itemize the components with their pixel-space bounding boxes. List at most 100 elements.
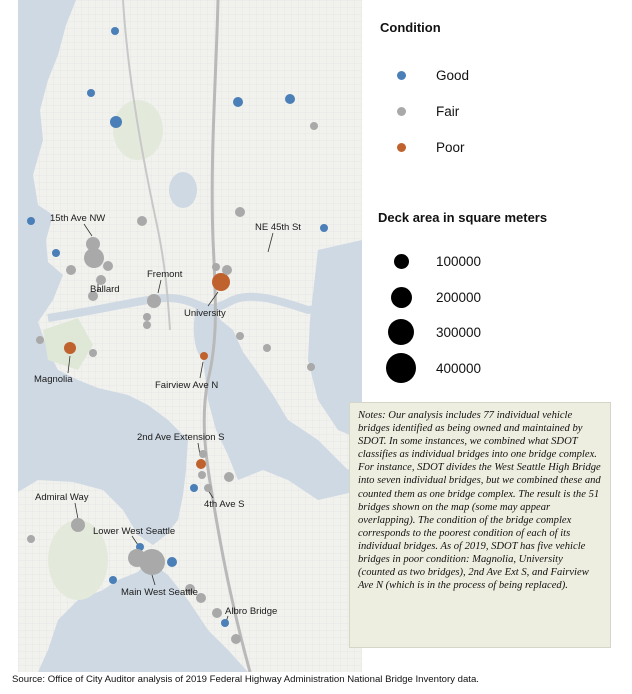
bridge-marker: [109, 576, 117, 584]
bridge-marker: [27, 217, 35, 225]
label-leader-line: [151, 574, 156, 586]
label-leader-line: [207, 291, 219, 307]
legend-label-fair: Fair: [436, 103, 460, 119]
bridge-marker: [307, 363, 315, 371]
aurora-highway: [122, 0, 171, 331]
bridge-marker: [89, 349, 97, 357]
legend-label-good: Good: [436, 67, 470, 83]
legend-size-200000: 200000: [384, 286, 481, 308]
bridge-marker: [86, 237, 100, 251]
bridge-marker: [64, 342, 76, 354]
map-label-ballard: Ballard: [90, 284, 120, 295]
bridge-marker: [212, 608, 222, 618]
label-leader-line: [83, 223, 93, 237]
label-leader-line: [199, 361, 204, 379]
bridge-marker: [84, 248, 104, 268]
good-marker: [396, 70, 406, 80]
size-marker-100000: [393, 253, 409, 269]
size-marker-300000: [388, 319, 414, 345]
bridge-marker: [224, 472, 234, 482]
bridge-marker: [111, 27, 119, 35]
bridge-marker: [212, 273, 230, 291]
bridge-marker: [185, 584, 195, 594]
bridge-marker: [137, 216, 147, 226]
bridge-marker: [196, 459, 206, 469]
size-marker-400000: [386, 353, 416, 383]
map-label-magnolia: Magnolia: [34, 374, 73, 385]
bridge-marker: [139, 549, 165, 575]
green-lake: [169, 172, 197, 208]
map-label-ne-45th-st: NE 45th St: [255, 222, 301, 233]
map-label-main-west-seattle: Main West Seattle: [121, 587, 198, 598]
legend-size-label: 400000: [436, 360, 482, 376]
bridge-marker: [200, 352, 208, 360]
map-label-university: University: [184, 308, 226, 319]
bridge-marker: [143, 321, 151, 329]
map-label-fairview-ave-n: Fairview Ave N: [155, 380, 218, 391]
bridge-marker: [285, 94, 295, 104]
bridge-marker: [198, 471, 206, 479]
legend-size-300000: 300000: [384, 319, 482, 345]
map-label-4th-ave-s: 4th Ave S: [204, 499, 245, 510]
legend-size-label: 200000: [436, 289, 482, 305]
i5-highway: [202, 0, 252, 672]
seattle-bridge-map: 15th Ave NW NE 45th St Ballard Fremont U…: [18, 0, 362, 672]
bridge-marker: [103, 261, 113, 271]
land-north: [18, 0, 362, 672]
label-leader-line: [131, 535, 139, 546]
label-leader-line: [67, 355, 71, 374]
bridge-marker: [310, 122, 318, 130]
source-note: Source: Office of City Auditor analysis …: [12, 674, 479, 685]
map-label-15th-ave-nw: 15th Ave NW: [50, 213, 105, 224]
lake-washington: [308, 240, 362, 440]
legend-size-title: Deck area in square meters: [378, 210, 548, 225]
bridge-marker: [222, 265, 232, 275]
notes-box: Notes: Our analysis includes 77 individu…: [349, 402, 611, 648]
label-leader-line: [157, 279, 162, 294]
bridge-marker: [110, 116, 122, 128]
bridge-marker: [231, 634, 241, 644]
legend-label-poor: Poor: [436, 139, 465, 155]
bridge-bubbles: [27, 27, 328, 644]
bridge-marker: [320, 224, 328, 232]
label-leader-line: [267, 232, 274, 253]
bridge-marker: [52, 249, 60, 257]
elliott-bay: [18, 400, 178, 520]
size-marker-200000: [390, 286, 412, 308]
bridge-marker: [263, 344, 271, 352]
bridge-marker: [235, 207, 245, 217]
map-label-fremont: Fremont: [147, 269, 183, 280]
park-area: [48, 520, 108, 600]
legend-size-100000: 100000: [384, 250, 481, 272]
legend: Condition Good Fair Poor Deck area in sq…: [364, 0, 632, 400]
map-label-admiral-way: Admiral Way: [35, 492, 89, 503]
bridge-marker: [36, 336, 44, 344]
legend-size-400000: 400000: [384, 353, 482, 383]
bridge-marker: [167, 557, 177, 567]
bridge-marker: [190, 484, 198, 492]
bridge-marker: [233, 97, 243, 107]
bridge-marker: [88, 291, 98, 301]
bridge-marker: [71, 518, 85, 532]
bridge-marker: [66, 265, 76, 275]
map-label-2nd-ave-extension-s: 2nd Ave Extension S: [137, 432, 225, 443]
label-leader-line: [74, 502, 79, 520]
bridge-marker: [147, 294, 161, 308]
bridge-marker: [236, 332, 244, 340]
bridge-marker: [27, 535, 35, 543]
bridge-marker: [136, 543, 144, 551]
legend-size-label: 300000: [436, 324, 482, 340]
map-label-albro-bridge: Albro Bridge: [225, 606, 277, 617]
legend-item-poor: Poor: [384, 136, 465, 158]
poor-marker: [396, 142, 406, 152]
legend-size-label: 100000: [436, 253, 482, 269]
bridge-marker: [96, 275, 106, 285]
legend-item-fair: Fair: [384, 100, 459, 122]
bridge-marker: [204, 484, 212, 492]
bridge-marker: [196, 593, 206, 603]
bridge-marker: [87, 89, 95, 97]
fair-marker: [396, 106, 406, 116]
bridge-marker: [143, 313, 151, 321]
bridge-marker: [212, 263, 220, 271]
map-label-lower-west-seattle: Lower West Seattle: [93, 526, 175, 537]
